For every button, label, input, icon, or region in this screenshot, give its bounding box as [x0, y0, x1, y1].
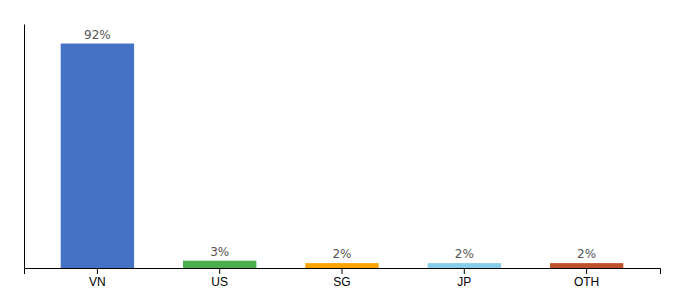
- data-label: 3%: [210, 245, 229, 259]
- data-label: 92%: [84, 28, 111, 42]
- x-axis-line: [25, 269, 661, 275]
- y-axis-line: [24, 25, 25, 269]
- data-label: 2%: [577, 247, 596, 261]
- x-axis: VN US SG JP OTH: [25, 268, 661, 289]
- chart-container: VN US SG JP OTH 92% 3% 2% 2% 2%: [0, 0, 680, 300]
- x-tick: VN: [89, 268, 106, 289]
- x-tick-label: SG: [333, 275, 350, 289]
- bars: [61, 44, 624, 268]
- x-tick: SG: [333, 268, 350, 289]
- x-tick: JP: [457, 268, 471, 289]
- x-tick-mark: [219, 268, 220, 274]
- x-tick: US: [211, 268, 228, 289]
- x-tick-label: US: [211, 275, 228, 289]
- bar: [61, 44, 134, 268]
- x-tick-mark: [464, 268, 465, 274]
- data-labels: 92% 3% 2% 2% 2%: [84, 28, 596, 262]
- x-tick-label: OTH: [574, 275, 599, 289]
- x-tick-label: VN: [89, 275, 106, 289]
- x-tick-mark: [586, 268, 587, 274]
- x-tick-label: JP: [457, 275, 471, 289]
- bar: [305, 263, 378, 268]
- y-axis: [24, 25, 25, 269]
- bar: [183, 261, 256, 268]
- plot-area: VN US SG JP OTH 92% 3% 2% 2% 2%: [25, 25, 661, 289]
- data-label: 2%: [332, 247, 351, 261]
- x-tick: OTH: [574, 268, 599, 289]
- chart-svg: VN US SG JP OTH 92% 3% 2% 2% 2%: [0, 0, 680, 300]
- bar: [428, 263, 501, 268]
- data-label: 2%: [455, 247, 474, 261]
- bar: [550, 263, 623, 268]
- x-tick-mark: [342, 268, 343, 274]
- x-tick-mark: [97, 268, 98, 274]
